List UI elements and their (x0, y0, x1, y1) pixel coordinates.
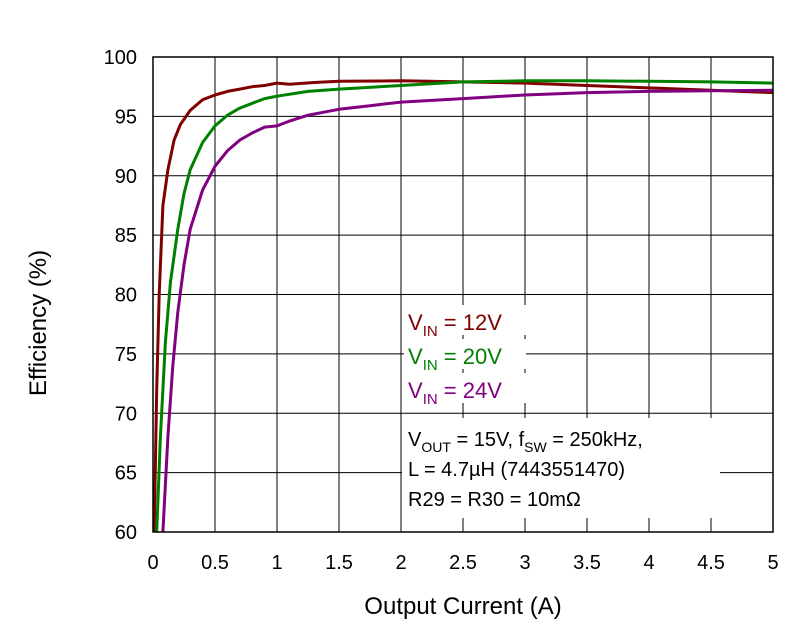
y-tick-label: 65 (115, 463, 137, 485)
x-tick-label: 0 (147, 552, 158, 574)
y-tick-label: 60 (115, 522, 137, 544)
series-line-2 (161, 88, 773, 532)
y-tick-label: 75 (115, 344, 137, 366)
annotation-line-1: L = 4.7µH (7443551470) (408, 459, 625, 481)
legend-entry-1: VIN = 20V (408, 344, 502, 374)
legend-entry-0: VIN = 12V (408, 310, 502, 340)
x-tick-label: 1 (271, 552, 282, 574)
plot-frame (152, 56, 774, 533)
x-tick-label: 3 (519, 552, 530, 574)
y-tick-labels: 60 65 70 75 80 85 90 95 100 (104, 47, 137, 544)
x-axis-label: Output Current (A) (364, 593, 561, 620)
annotation-line-0: VOUT = 15V, fSW = 250kHz, (408, 429, 643, 455)
y-tick-label: 70 (115, 403, 137, 425)
series-group (153, 79, 773, 532)
y-axis-label: Efficiency (%) (25, 250, 52, 396)
x-tick-label: 5 (767, 552, 778, 574)
conditions-annotation: VOUT = 15V, fSW = 250kHz, L = 4.7µH (7443… (402, 418, 720, 518)
x-tick-label: 1.5 (325, 552, 353, 574)
legend-bg (404, 373, 526, 403)
annotation-bg (402, 418, 720, 518)
x-tick-label: 3.5 (573, 552, 601, 574)
annotation-line-2: R29 = R30 = 10mΩ (408, 489, 581, 511)
x-tick-label: 0.5 (201, 552, 229, 574)
plot-border (152, 56, 774, 533)
legend-bg (404, 339, 526, 369)
legend: VIN = 12V VIN = 20V VIN = 24V (404, 305, 526, 408)
x-tick-labels: 0 0.5 1 1.5 2 2.5 3 3.5 4 4.5 5 (147, 552, 778, 574)
x-tick-label: 4 (643, 552, 654, 574)
y-tick-label: 80 (115, 285, 137, 307)
x-tick-label: 2 (395, 552, 406, 574)
y-tick-label: 90 (115, 166, 137, 188)
y-tick-label: 95 (115, 106, 137, 128)
legend-bg (404, 305, 526, 335)
series-line-1 (155, 79, 773, 532)
x-tick-label: 4.5 (697, 552, 725, 574)
series-line-0 (153, 79, 773, 532)
y-tick-label: 100 (104, 47, 137, 69)
y-tick-label: 85 (115, 225, 137, 247)
legend-entry-2: VIN = 24V (408, 378, 502, 408)
x-tick-label: 2.5 (449, 552, 477, 574)
